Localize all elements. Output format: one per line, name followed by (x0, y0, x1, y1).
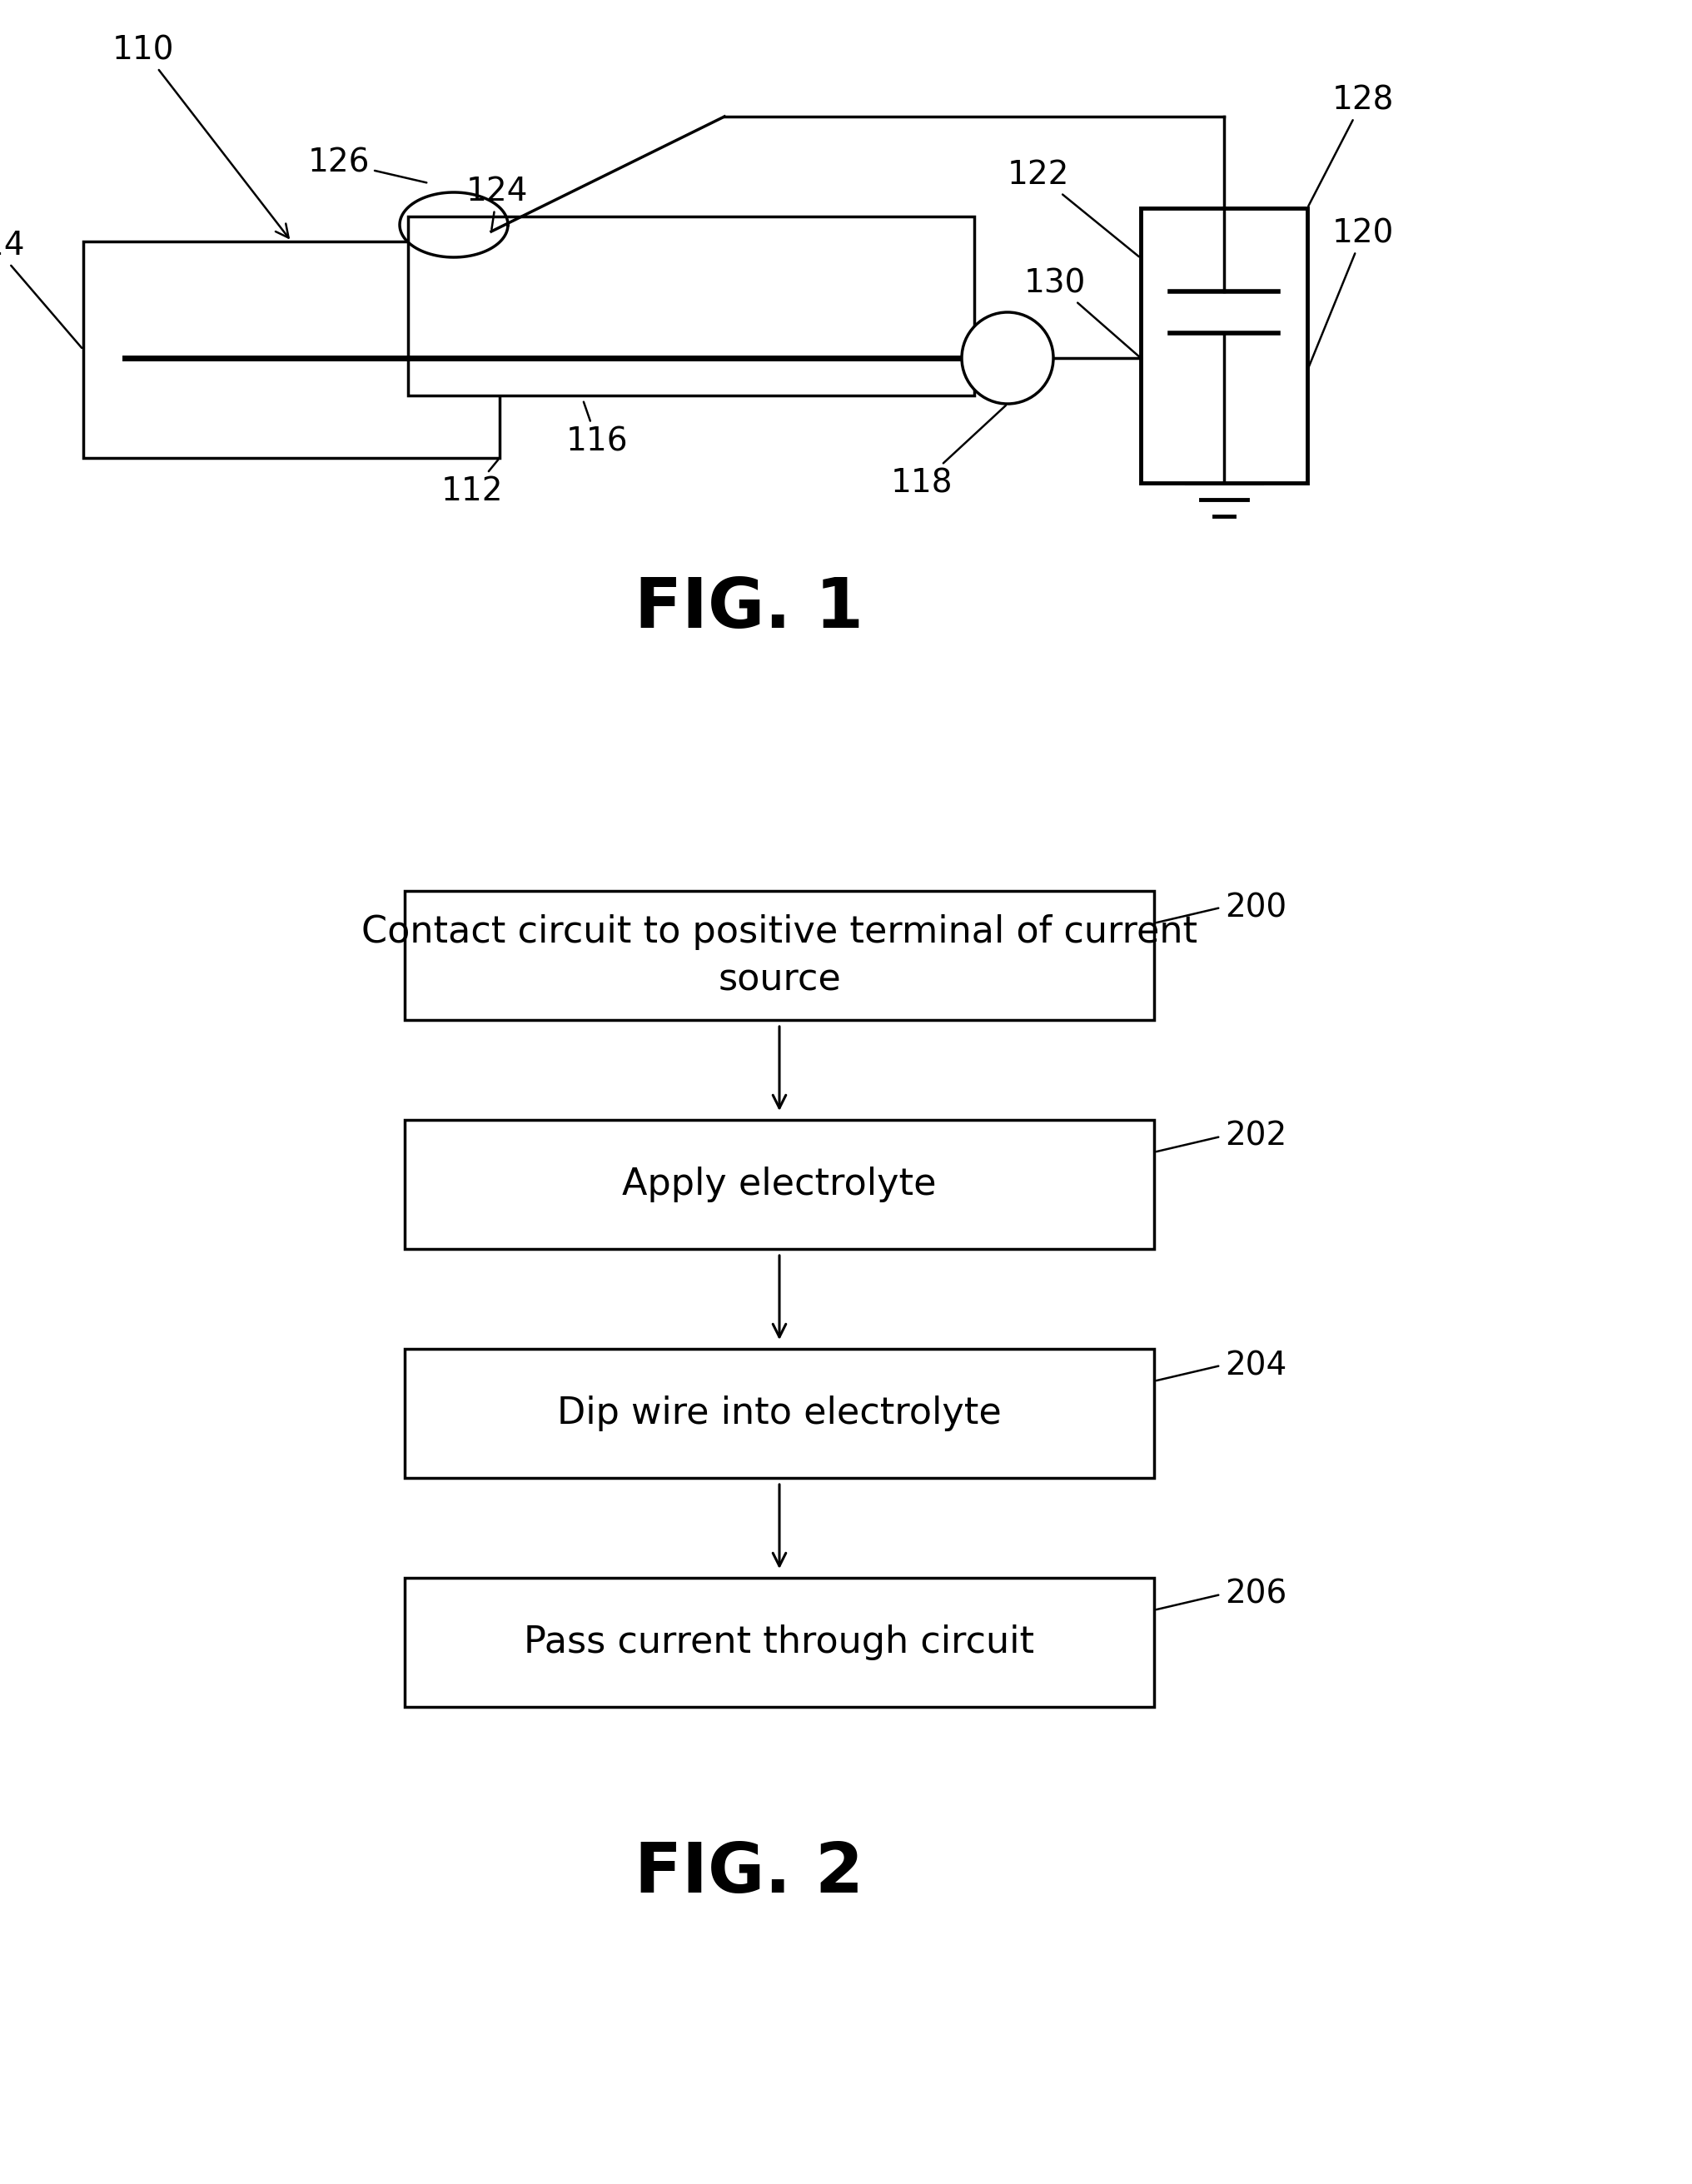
Circle shape (961, 312, 1052, 404)
Bar (1140, 207, 1306, 483)
Text: Dip wire into electrolyte: Dip wire into electrolyte (557, 1396, 1002, 1431)
Text: 120: 120 (1308, 218, 1394, 369)
Text: 114: 114 (0, 229, 81, 347)
Text: Contact circuit to positive terminal of current
source: Contact circuit to positive terminal of … (360, 913, 1196, 996)
Text: 122: 122 (1007, 159, 1139, 258)
Bar (83, 242, 499, 459)
Text: 204: 204 (1225, 1350, 1286, 1380)
Text: 206: 206 (1225, 1579, 1286, 1610)
Text: 126: 126 (308, 146, 426, 183)
Bar (404, 891, 1154, 1020)
Text: FIG. 1: FIG. 1 (634, 574, 863, 642)
Text: 128: 128 (1308, 85, 1394, 205)
Text: FIG. 2: FIG. 2 (634, 1839, 863, 1907)
Text: Pass current through circuit: Pass current through circuit (525, 1625, 1034, 1660)
Text: 112: 112 (442, 461, 503, 507)
Text: 200: 200 (1225, 891, 1286, 924)
Text: Apply electrolyte: Apply electrolyte (623, 1166, 936, 1203)
Bar (408, 216, 975, 395)
Text: 124: 124 (465, 175, 528, 229)
Text: 116: 116 (565, 402, 628, 456)
Bar (404, 1120, 1154, 1249)
Bar (404, 1577, 1154, 1708)
Text: 130: 130 (1024, 266, 1139, 356)
Bar (404, 1350, 1154, 1479)
Text: 110: 110 (112, 35, 288, 238)
Text: 202: 202 (1225, 1120, 1286, 1153)
Text: 118: 118 (890, 406, 1005, 498)
